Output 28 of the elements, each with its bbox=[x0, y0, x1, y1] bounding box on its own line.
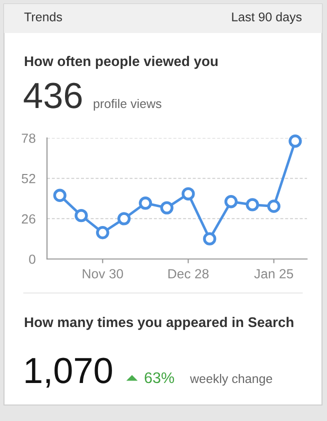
x-tick-label: Jan 25 bbox=[254, 269, 294, 278]
point bbox=[117, 212, 131, 226]
point bbox=[96, 226, 110, 240]
y-tick-label: 0 bbox=[29, 254, 36, 264]
text: Last 90 days bbox=[232, 12, 302, 24]
point bbox=[267, 200, 280, 213]
y-tick-label: 78 bbox=[22, 134, 36, 143]
x-tick-label: Nov 30 bbox=[82, 269, 124, 278]
point bbox=[224, 195, 238, 208]
y-tick-label: 26 bbox=[22, 214, 36, 224]
text: Trends bbox=[24, 12, 62, 22]
text: weekly change bbox=[190, 374, 272, 386]
point bbox=[53, 188, 66, 202]
point bbox=[182, 187, 195, 200]
point bbox=[160, 201, 174, 214]
text: 436 bbox=[24, 82, 82, 108]
point bbox=[288, 134, 302, 148]
x-tick-label: Dec 28 bbox=[168, 269, 209, 278]
point bbox=[74, 208, 88, 222]
chart-title: How often people viewed you bbox=[24, 56, 218, 69]
text: How many times you appeared in Search bbox=[24, 316, 294, 330]
point bbox=[138, 196, 152, 210]
y-tick-label: 52 bbox=[22, 174, 36, 184]
text: profile views bbox=[94, 98, 162, 111]
point bbox=[246, 198, 260, 212]
text: 63% bbox=[144, 372, 174, 384]
point bbox=[203, 232, 216, 246]
text: 1,070 bbox=[26, 358, 112, 388]
